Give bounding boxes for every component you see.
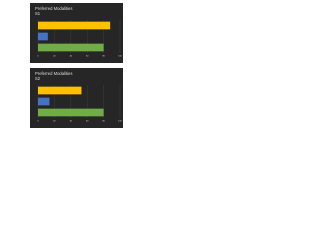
bar bbox=[38, 108, 104, 117]
x-tick-label: 100 bbox=[118, 121, 122, 123]
chart-title: Preferred Modalities bbox=[35, 6, 72, 11]
x-tick-label: 0 bbox=[37, 121, 39, 123]
x-tick-label: 60 bbox=[86, 121, 89, 123]
chart-subtitle: S1 bbox=[35, 11, 41, 16]
bar bbox=[38, 32, 48, 41]
x-tick-label: 40 bbox=[70, 56, 73, 58]
bar bbox=[38, 21, 111, 30]
x-tick-label: 60 bbox=[86, 56, 89, 58]
page: {"chart_data":[ {"type":"bar","horizonta… bbox=[30, 3, 123, 128]
x-tick-label: 80 bbox=[102, 56, 105, 58]
x-tick-label: 40 bbox=[70, 121, 73, 123]
x-tick-label: 0 bbox=[37, 56, 39, 58]
x-tick-label: 20 bbox=[53, 121, 56, 123]
chart-title: Preferred Modalities bbox=[35, 71, 72, 76]
x-tick-label: 80 bbox=[102, 121, 105, 123]
bar bbox=[38, 86, 82, 95]
bar bbox=[38, 97, 50, 106]
chart-subtitle: S2 bbox=[35, 76, 41, 81]
x-tick-label: 100 bbox=[118, 56, 122, 58]
bar bbox=[38, 43, 104, 52]
x-tick-label: 20 bbox=[53, 56, 56, 58]
